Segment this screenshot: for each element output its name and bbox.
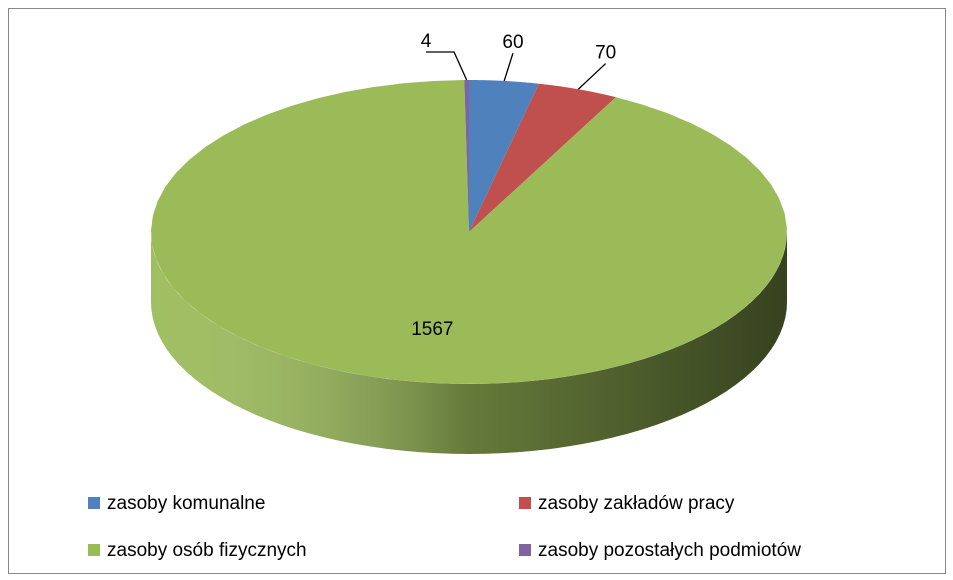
- data-label: 1567: [411, 319, 453, 340]
- legend-label: zasoby zakładów pracy: [538, 493, 735, 514]
- data-label: 4: [421, 31, 432, 52]
- legend-swatch: [519, 544, 531, 556]
- data-label: 70: [595, 43, 616, 64]
- slice: [469, 80, 539, 232]
- legend-label: zasoby komunalne: [107, 493, 265, 514]
- leader-line: [577, 63, 607, 90]
- legend-swatch: [519, 497, 531, 509]
- legend-swatch: [88, 544, 100, 556]
- legend: zasoby komunalne zasoby zakładów pracy zas…: [88, 493, 801, 561]
- leader-line: [426, 51, 468, 81]
- legend-label: zasoby pozostałych podmiotów: [538, 540, 801, 561]
- data-label: 60: [502, 32, 523, 53]
- plot-area: 60 70 1567 4: [151, 31, 787, 454]
- legend-swatch: [88, 497, 100, 509]
- leader-line: [503, 52, 514, 82]
- slice: [469, 83, 616, 232]
- slice: [151, 80, 787, 384]
- legend-label: zasoby osób fizycznych: [107, 540, 307, 561]
- slice: [464, 80, 469, 232]
- slice-side-shade: [151, 232, 787, 454]
